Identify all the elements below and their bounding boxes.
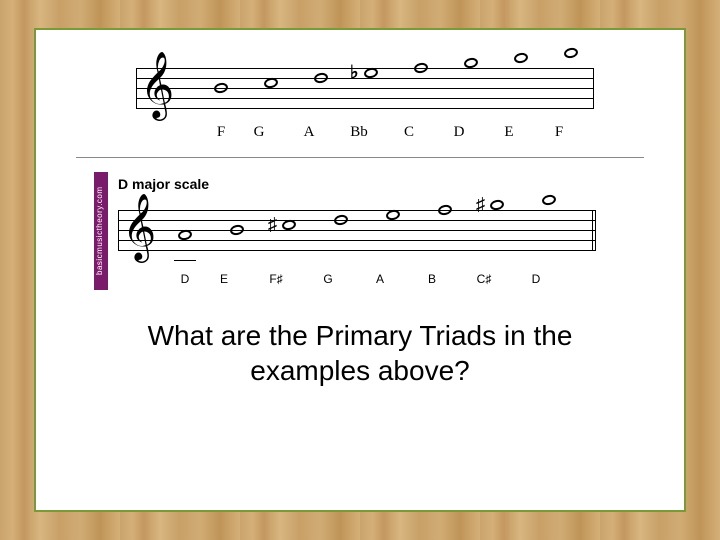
sharp-icon: ♯	[268, 214, 277, 235]
source-strip: basicmusictheory.com	[94, 172, 108, 290]
barline-left	[136, 68, 137, 108]
note-label: C♯	[458, 272, 510, 286]
note-head	[563, 47, 579, 60]
treble-clef-icon: 𝄞	[122, 198, 156, 256]
staff-f-major: 𝄞 ♭	[136, 60, 594, 118]
note-label: Bb	[334, 124, 384, 141]
question-line2: examples above?	[250, 355, 469, 386]
divider-line	[76, 157, 644, 158]
slide-card: 𝄞 ♭ FGABbCDEF basicmusictheory.com D maj…	[34, 28, 686, 512]
slide-background: 𝄞 ♭ FGABbCDEF basicmusictheory.com D maj…	[0, 0, 720, 540]
note-head	[513, 52, 529, 65]
note-label: B	[406, 272, 458, 286]
ledger-line	[174, 260, 196, 261]
note-head	[541, 194, 557, 207]
note-label: G	[234, 124, 284, 141]
barline-right	[593, 68, 594, 108]
note-label: A	[354, 272, 406, 286]
scale-d-major: D major scale 𝄞 ♯♯ DEF♯GABC♯D	[108, 172, 604, 290]
barline-right	[595, 210, 596, 250]
question-line1: What are the Primary Triads in the	[148, 320, 573, 351]
note-label: E	[198, 272, 250, 286]
scale-d-major-block: basicmusictheory.com D major scale 𝄞 ♯♯ …	[94, 172, 604, 290]
note-label: C	[384, 124, 434, 141]
sharp-icon: ♯	[476, 194, 485, 215]
barline-left	[118, 210, 119, 250]
scale-f-major: 𝄞 ♭ FGABbCDEF	[136, 48, 594, 141]
note-label: G	[302, 272, 354, 286]
note-label: A	[284, 124, 334, 141]
staff-d-major: 𝄞 ♯♯	[118, 202, 596, 264]
barline-double	[592, 210, 593, 250]
treble-clef-icon: 𝄞	[140, 56, 174, 114]
note-label: F	[534, 124, 584, 141]
note-label: D	[172, 272, 198, 286]
scale-d-major-title: D major scale	[118, 176, 596, 192]
source-strip-label: basicmusictheory.com	[95, 187, 104, 276]
note-labels-f-major: FGABbCDEF	[136, 124, 594, 141]
note-label: F	[208, 124, 234, 141]
note-label: D	[510, 272, 562, 286]
flat-icon: ♭	[350, 62, 359, 83]
question-text: What are the Primary Triads in the examp…	[66, 318, 654, 388]
note-label: E	[484, 124, 534, 141]
note-label: F♯	[250, 272, 302, 286]
note-label: D	[434, 124, 484, 141]
note-labels-d-major: DEF♯GABC♯D	[118, 272, 596, 286]
